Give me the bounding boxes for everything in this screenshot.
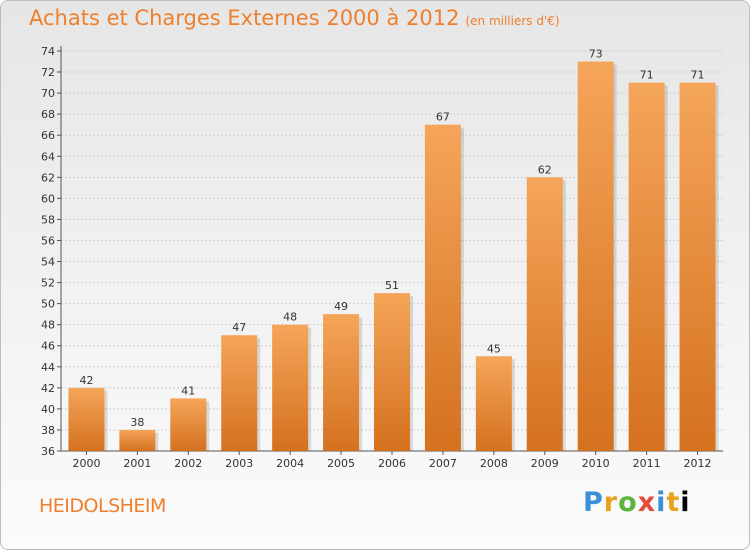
y-tick-label: 46 <box>41 340 55 353</box>
y-tick-label: 72 <box>41 66 55 79</box>
y-tick-label: 44 <box>41 361 55 374</box>
bar-2000 <box>68 387 105 451</box>
x-tick-label: 2012 <box>684 457 712 470</box>
y-tick-label: 56 <box>41 234 55 247</box>
x-tick-label: 2008 <box>480 457 508 470</box>
bar-2011 <box>628 82 665 451</box>
city-name: HEIDOLSHEIM <box>39 495 166 517</box>
logo-letter: o <box>618 487 638 518</box>
data-label: 71 <box>640 69 654 82</box>
y-tick-label: 68 <box>41 108 55 121</box>
y-tick-label: 66 <box>41 129 55 142</box>
y-tick-label: 52 <box>41 277 55 290</box>
bar-2008 <box>475 356 512 451</box>
bar-2012 <box>679 82 716 451</box>
x-tick-label: 2001 <box>123 457 151 470</box>
data-labels: 42 38 41 47 48 49 51 67 45 62 73 71 71 <box>79 48 704 429</box>
data-label: 67 <box>436 111 450 124</box>
data-label: 38 <box>130 416 144 429</box>
x-tick-label: 2005 <box>327 457 355 470</box>
chart-subtitle: (en milliers d'€) <box>465 14 560 28</box>
bar-2006 <box>374 293 410 451</box>
logo-letter: i <box>656 487 667 518</box>
y-tick-label: 38 <box>41 424 55 437</box>
y-tick-label: 36 <box>41 445 55 458</box>
axes: 36 38 40 42 44 46 48 50 52 54 56 58 60 62 64 66 68 70 72 74… <box>41 45 723 470</box>
x-tick-label: 2007 <box>429 457 457 470</box>
y-tick-label: 40 <box>41 403 55 416</box>
logo-letter: P <box>583 487 604 518</box>
data-label: 45 <box>487 342 501 355</box>
y-tick-label: 64 <box>41 150 55 163</box>
x-tick-label: 2004 <box>276 457 304 470</box>
y-tick-label: 60 <box>41 192 55 205</box>
y-tick-label: 70 <box>41 87 55 100</box>
data-label: 51 <box>385 279 399 292</box>
bar-2001 <box>119 429 156 451</box>
bar-2007 <box>424 124 461 452</box>
y-tick-label: 54 <box>41 256 55 269</box>
logo-letter: x <box>637 487 657 518</box>
data-label: 48 <box>283 311 297 324</box>
bar-2009 <box>526 177 563 451</box>
data-label: 42 <box>79 374 93 387</box>
y-tick-label: 50 <box>41 298 55 311</box>
bar-2003 <box>221 335 258 451</box>
chart-title: Achats et Charges Externes 2000 à 2012 (e… <box>29 6 560 30</box>
y-tick-label: 42 <box>41 382 55 395</box>
y-tick-label: 48 <box>41 319 55 332</box>
x-tick-label: 2006 <box>378 457 406 470</box>
x-tick-label: 2000 <box>72 457 100 470</box>
bars <box>68 61 719 452</box>
x-tick-label: 2003 <box>225 457 253 470</box>
logo-letter: r <box>603 487 619 518</box>
data-label: 47 <box>232 321 246 334</box>
data-label: 62 <box>538 163 552 176</box>
bar-2005 <box>323 314 360 451</box>
proxiti-logo: Proxiti <box>583 487 691 518</box>
y-tick-label: 74 <box>41 45 55 58</box>
data-label: 73 <box>589 48 603 61</box>
x-tick-label: 2010 <box>582 457 610 470</box>
data-label: 49 <box>334 300 348 313</box>
bar-2002 <box>170 398 207 451</box>
bar-2010 <box>577 61 614 452</box>
logo-letter: i <box>680 487 691 518</box>
x-tick-label: 2011 <box>633 457 661 470</box>
y-tick-label: 58 <box>41 213 55 226</box>
x-tick-label: 2002 <box>174 457 202 470</box>
chart-title-text: Achats et Charges Externes 2000 à 2012 <box>29 6 460 30</box>
data-label: 71 <box>691 69 705 82</box>
logo-letter: t <box>666 487 681 518</box>
x-tick-label: 2009 <box>531 457 559 470</box>
y-tick-label: 62 <box>41 171 55 184</box>
bar-2004 <box>272 324 309 451</box>
data-label: 41 <box>181 384 195 397</box>
